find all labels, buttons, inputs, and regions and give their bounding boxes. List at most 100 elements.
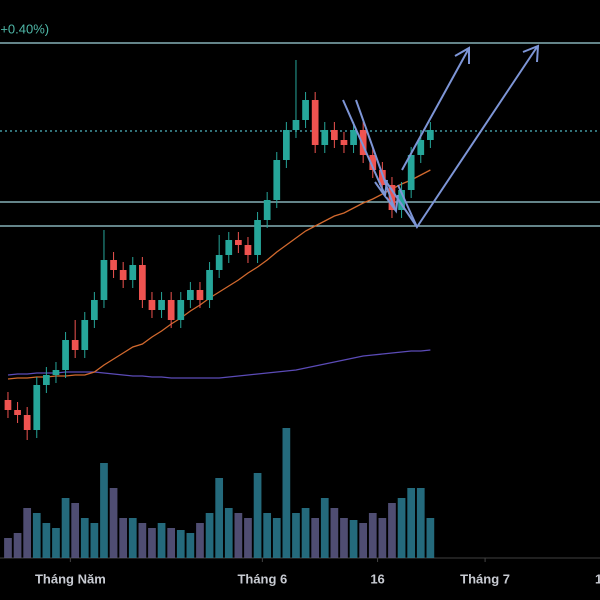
- volume-bar: [109, 488, 118, 558]
- arrows: [342, 44, 540, 230]
- arrow: [355, 99, 399, 214]
- candle-body: [187, 290, 194, 300]
- volume-bar: [407, 488, 416, 558]
- candle-body: [398, 190, 405, 210]
- candle-body: [302, 100, 309, 120]
- candle-body: [369, 155, 377, 170]
- candle-body: [359, 130, 367, 155]
- drawings: [0, 42, 600, 559]
- volume-bar: [52, 528, 60, 558]
- volume-bar: [416, 488, 425, 558]
- x-tick-label: Tháng 7: [460, 571, 510, 586]
- candle-body: [273, 160, 281, 200]
- candle-body: [158, 300, 165, 310]
- volume-bar: [90, 523, 99, 558]
- volume-bar: [205, 513, 214, 558]
- candle-body: [350, 130, 357, 145]
- candle-body: [4, 400, 12, 410]
- moving-average: [7, 169, 431, 380]
- volume-bar: [138, 523, 147, 558]
- volume-bar: [301, 508, 310, 558]
- volume-bar: [196, 523, 204, 558]
- candle-body: [417, 140, 425, 155]
- volume-bar: [244, 518, 252, 558]
- candle-body: [407, 155, 415, 190]
- candle-body: [100, 260, 108, 300]
- candle-body: [71, 340, 79, 350]
- x-tick-label: Tháng Năm: [35, 571, 106, 586]
- volume-bar: [42, 523, 51, 558]
- volume-bar: [13, 533, 22, 558]
- change-label: (+0.40%): [0, 21, 49, 36]
- moving-average: [7, 349, 431, 379]
- candle-body: [81, 320, 89, 350]
- candle-body: [196, 290, 204, 300]
- volume-bar: [148, 528, 156, 558]
- volume-bar: [272, 518, 281, 558]
- volume-bar: [119, 518, 128, 558]
- candle-body: [91, 300, 98, 320]
- x-tick-label: 16: [370, 571, 384, 586]
- volume-bar: [71, 503, 80, 558]
- volume-bar: [176, 530, 185, 558]
- candle-body: [379, 170, 386, 185]
- volume-bar: [378, 518, 387, 558]
- volume-bar: [359, 523, 368, 558]
- volume-bar: [368, 513, 377, 558]
- candle-body: [427, 130, 434, 140]
- candle-body: [311, 100, 319, 145]
- candle-body: [14, 410, 21, 415]
- volume-bar: [397, 498, 406, 558]
- volume-bar: [234, 513, 243, 558]
- candle-body: [62, 340, 69, 370]
- arrow: [384, 179, 418, 228]
- candle-body: [110, 260, 117, 270]
- candle-body: [33, 385, 41, 430]
- volume-bar: [32, 513, 41, 558]
- candle-body: [167, 300, 175, 320]
- candle-body: [119, 270, 127, 280]
- candle-body: [321, 130, 329, 145]
- candle-body: [263, 200, 271, 220]
- volume-bar: [224, 508, 233, 558]
- volume-bar: [349, 520, 358, 558]
- candle-body: [225, 240, 233, 255]
- candle-body: [177, 300, 185, 320]
- volume-bar: [157, 523, 166, 558]
- volume-bar: [340, 518, 348, 558]
- candle-body: [148, 300, 156, 310]
- candle-body: [292, 120, 300, 130]
- volume-bar: [330, 508, 339, 558]
- volume-bar: [61, 498, 70, 558]
- volume-bar: [292, 513, 300, 558]
- volume-bar: [282, 428, 291, 558]
- candle-body: [43, 375, 50, 385]
- volume-bar: [167, 528, 176, 558]
- volume-bar: [426, 518, 435, 558]
- candle-body: [331, 130, 338, 140]
- candle-body: [244, 245, 252, 255]
- candle-body: [52, 370, 60, 375]
- volume-bar: [4, 538, 12, 558]
- volume-bar: [128, 518, 137, 558]
- candle-body: [340, 140, 348, 145]
- candle-body: [129, 265, 137, 280]
- x-tick-label: 18: [595, 571, 600, 586]
- candle-body: [235, 240, 242, 245]
- arrow: [397, 44, 540, 230]
- candle-body: [23, 415, 31, 430]
- candle-body: [283, 130, 290, 160]
- candle-body: [254, 220, 261, 255]
- x-tick-label: Tháng 6: [237, 571, 287, 586]
- volume-bar: [215, 478, 224, 558]
- arrow: [401, 46, 470, 171]
- candle-body: [139, 265, 146, 300]
- volume-bar: [388, 503, 396, 558]
- volume-bar: [253, 473, 262, 558]
- candle-body: [206, 270, 213, 300]
- volume-bar: [320, 498, 329, 558]
- volume-bar: [23, 508, 32, 558]
- plot: Tháng Năm Tháng 6 16 Tháng 7 18: [4, 60, 600, 586]
- volume-bar: [186, 533, 195, 558]
